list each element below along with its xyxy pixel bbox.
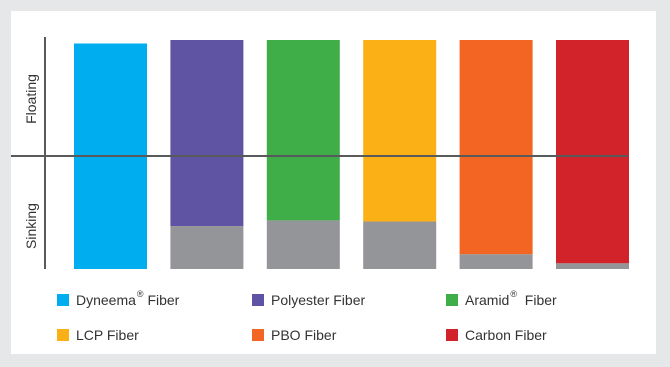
- legend-label-suffix: Fiber: [517, 292, 557, 308]
- bar-aramid-fiber: [266, 40, 340, 221]
- legend-label: Dyneema: [76, 292, 136, 308]
- bar-carbon-fiber: [556, 40, 629, 264]
- legend-label: PBO Fiber: [271, 327, 337, 343]
- legend-item: Carbon Fiber: [446, 327, 547, 343]
- registered-mark: ®: [136, 289, 144, 299]
- legend-item: Aramid ® Fiber: [446, 289, 557, 308]
- bar-sinking-portion: [459, 254, 533, 269]
- y-label-sinking: Sinking: [23, 203, 39, 249]
- legend-item: Dyneema ® Fiber: [57, 289, 180, 308]
- legend-swatch: [252, 294, 264, 306]
- legend-label: Polyester Fiber: [271, 292, 366, 308]
- legend-label-suffix: Fiber: [143, 292, 180, 308]
- registered-mark: ®: [510, 289, 517, 299]
- legend-item: Polyester Fiber: [252, 292, 365, 308]
- bar-lcp-fiber: [363, 40, 437, 222]
- fiber-buoyancy-chart: Floating Sinking: [11, 37, 629, 270]
- y-label-floating: Floating: [23, 74, 39, 124]
- legend-item: LCP Fiber: [57, 327, 139, 343]
- legend-swatch: [57, 294, 69, 306]
- legend-label: Aramid: [465, 292, 510, 308]
- bar-polyester-fiber: [170, 40, 244, 227]
- legend-label: Carbon Fiber: [465, 327, 547, 343]
- bar-sinking-portion: [363, 221, 437, 269]
- legend-swatch: [57, 329, 69, 341]
- legend-item: PBO Fiber: [252, 327, 336, 343]
- bar-sinking-portion: [170, 226, 244, 269]
- legend: Dyneema ® Fiber Polyester Fiber Aramid ® F…: [57, 289, 637, 352]
- chart-panel: Floating Sinking Dyneema ® Fiber Polyeste…: [11, 11, 656, 354]
- bar-pbo-fiber: [459, 40, 533, 255]
- legend-swatch: [446, 329, 458, 341]
- legend-swatch: [446, 294, 458, 306]
- legend-label: LCP Fiber: [76, 327, 139, 343]
- bar-sinking-portion: [266, 220, 340, 269]
- bar-sinking-portion: [556, 263, 629, 269]
- legend-swatch: [252, 329, 264, 341]
